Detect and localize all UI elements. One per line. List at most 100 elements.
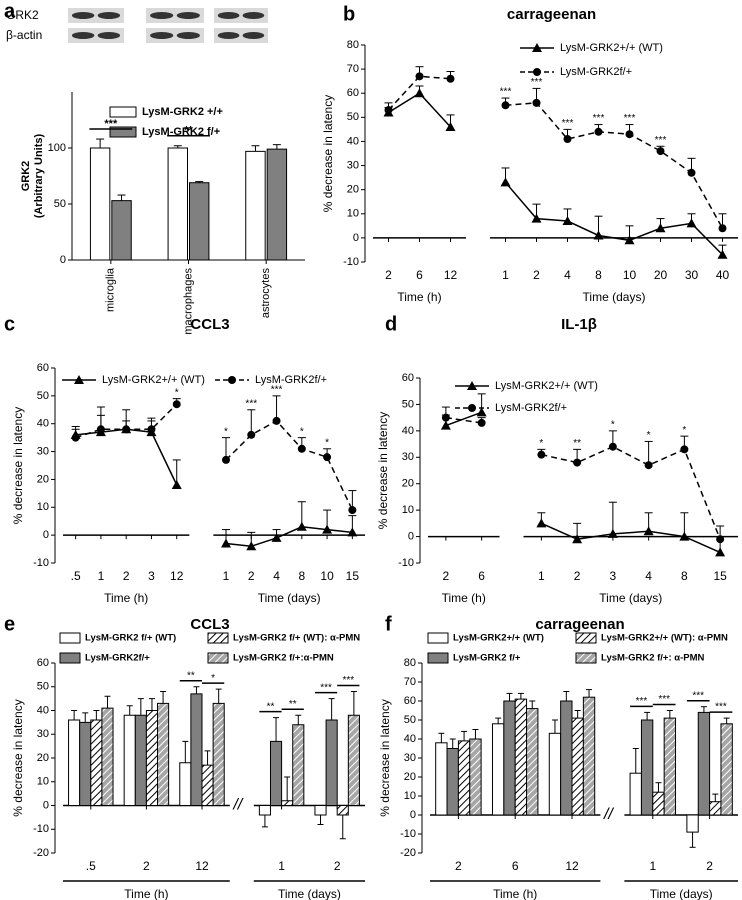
panel: e CCL3 -20 -10 0 10 20 30 40 50 60 % decrease in la… (4, 613, 365, 900)
marker (573, 458, 582, 467)
marker (644, 461, 653, 470)
marker (655, 223, 666, 233)
y-tick-label: 100 (48, 142, 66, 154)
marker (563, 135, 572, 144)
significance: *** (104, 118, 118, 130)
x-tick-label: macrophages (182, 268, 194, 335)
x-axis-label: Time (h) (104, 591, 148, 605)
blot-band (97, 32, 121, 39)
x-tick-label: 4 (564, 268, 571, 282)
significance: * (539, 438, 543, 449)
marker (247, 430, 256, 439)
x-tick-label: 1 (223, 569, 230, 583)
marker (477, 418, 486, 427)
bar (697, 711, 711, 816)
y-tick-label: -10 (343, 256, 359, 268)
significance: ** (573, 438, 581, 449)
x-tick-label: 10 (623, 268, 637, 282)
chart-title: carrageenan (535, 616, 624, 633)
legend-label: LysM-GRK2f/+ (255, 374, 327, 386)
bar (720, 723, 733, 816)
line (505, 102, 724, 229)
marker (608, 442, 617, 451)
legend-swatch (207, 632, 229, 644)
bar (145, 710, 159, 806)
legend-marker (468, 404, 476, 412)
marker (572, 534, 583, 544)
legend-label: LysM-GRK2 f/+ (142, 126, 220, 138)
significance: ** (187, 670, 195, 681)
x-axis-label: Time (days) (278, 887, 341, 900)
x-axis-label: Time (h) (442, 591, 486, 605)
panel-label: d (385, 313, 397, 335)
line (388, 92, 452, 128)
y-tick-label: 30 (402, 451, 414, 463)
bar (446, 748, 459, 816)
legend-swatch (575, 652, 597, 664)
y-axis-label: % decrease in latency (378, 699, 392, 816)
panel-label: c (4, 313, 15, 335)
panel-label: a (4, 0, 16, 22)
marker (687, 168, 696, 177)
x-tick-label: 4 (273, 569, 280, 583)
y-tick-label: 50 (402, 398, 414, 410)
legend-swatch (59, 632, 81, 644)
marker (347, 527, 358, 537)
y-tick-label: 20 (404, 771, 416, 783)
y-tick-label: 0 (43, 529, 49, 541)
bar (526, 708, 539, 816)
marker (323, 453, 332, 462)
marker (296, 521, 307, 531)
significance: *** (245, 398, 257, 409)
line (541, 445, 721, 540)
blot-strip (214, 8, 268, 23)
y-tick-label: 80 (347, 39, 359, 51)
bar (560, 700, 573, 816)
marker (686, 218, 697, 228)
bar (134, 714, 147, 806)
blot-strip (146, 8, 204, 23)
legend-swatch (109, 106, 137, 118)
bar (457, 740, 471, 816)
panel: b carrageenan -10 0 10 20 30 40 50 60 70 80 % decrea… (321, 3, 738, 304)
significance: * (682, 425, 686, 436)
legend-label: LysM-GRK2f/+ (495, 402, 567, 414)
y-tick-label: 0 (60, 254, 66, 266)
y-tick-label: 0 (410, 809, 416, 821)
blot-band (150, 32, 174, 39)
x-tick-label: 1 (278, 859, 285, 873)
blot-band (217, 32, 240, 39)
x-tick-label: 10 (320, 569, 334, 583)
x-tick-label: 1 (538, 569, 545, 583)
marker (717, 249, 728, 259)
bar (266, 148, 288, 261)
significance: *** (593, 113, 605, 124)
y-axis-label: % decrease in latency (11, 407, 25, 524)
marker (445, 121, 456, 131)
marker (607, 528, 618, 538)
significance: * (211, 673, 215, 684)
y-tick-label: 10 (347, 208, 359, 220)
legend-label: LysM-GRK2 f/+ (WT): α-PMN (233, 633, 360, 644)
significance: *** (320, 682, 332, 693)
panel: c CCL3 -10 0 10 20 30 40 50 60 % decrease in laten… (4, 313, 365, 605)
legend-label: LysM-GRK2 f/+:α-PMN (233, 653, 334, 664)
significance: *** (636, 696, 648, 707)
bar (167, 147, 188, 261)
y-tick-label: -10 (400, 828, 416, 840)
y-tick-label: 0 (43, 799, 49, 811)
y-tick-label: 20 (37, 752, 49, 764)
blot-band (242, 32, 265, 39)
legend-marker (533, 68, 541, 76)
bar (491, 723, 505, 816)
legend-swatch (575, 632, 597, 644)
y-axis-label: GRK2 (20, 161, 32, 192)
significance: *** (562, 118, 574, 129)
marker (441, 413, 450, 422)
marker (172, 400, 181, 409)
legend-label: LysM-GRK2 +/+ (142, 106, 223, 118)
significance: *** (658, 694, 670, 705)
x-tick-label: 6 (512, 859, 519, 873)
legend-label: LysM-GRK2f/+ (560, 66, 632, 78)
blot-band (242, 12, 265, 19)
